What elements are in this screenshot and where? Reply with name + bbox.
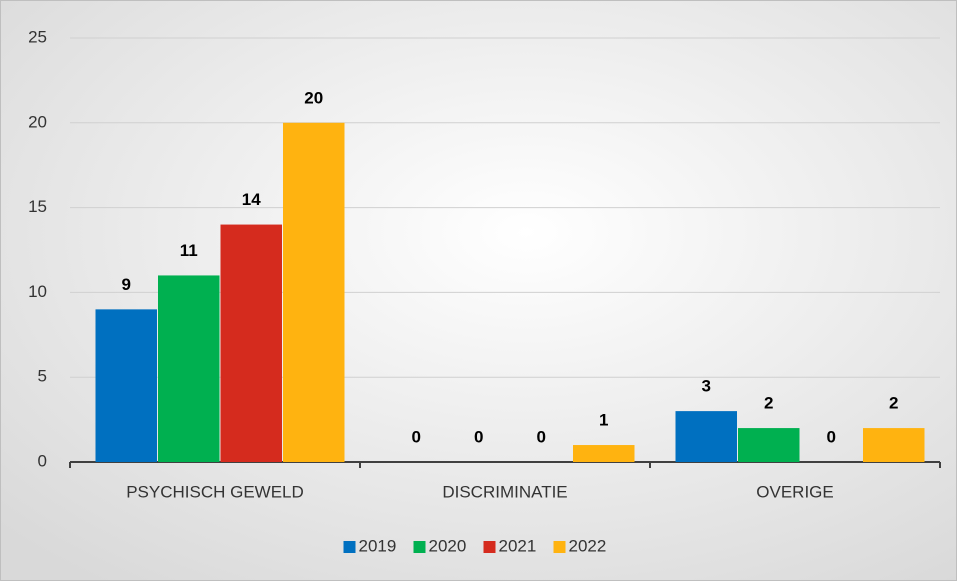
- value-label: 14: [242, 190, 261, 209]
- value-label: 0: [827, 427, 836, 446]
- x-tick-label: PSYCHISCH GEWELD: [126, 482, 304, 501]
- legend-swatch: [343, 541, 356, 553]
- value-label: 0: [537, 427, 546, 446]
- y-tick-label: 0: [38, 451, 47, 470]
- y-tick-label: 25: [28, 27, 47, 46]
- legend-label: 2019: [359, 536, 397, 555]
- bar: [863, 428, 925, 462]
- value-label: 2: [889, 394, 898, 413]
- value-label: 20: [304, 88, 323, 107]
- value-label: 0: [412, 427, 421, 446]
- bar: [158, 275, 220, 462]
- legend-swatch: [483, 541, 496, 553]
- value-label: 3: [702, 377, 711, 396]
- bar: [220, 224, 282, 462]
- legend-label: 2022: [569, 536, 607, 555]
- x-tick-label: OVERIGE: [756, 482, 833, 501]
- value-label: 2: [764, 394, 773, 413]
- legend-label: 2021: [499, 536, 537, 555]
- value-label: 0: [474, 427, 483, 446]
- value-label: 11: [180, 241, 198, 260]
- y-tick-label: 5: [38, 367, 47, 386]
- legend-label: 2020: [429, 536, 467, 555]
- bar: [283, 122, 345, 463]
- bar: [738, 428, 800, 462]
- value-label: 1: [599, 411, 608, 430]
- bar: [573, 445, 635, 462]
- bar: [675, 411, 737, 462]
- y-tick-label: 20: [28, 112, 47, 131]
- value-label: 9: [122, 275, 131, 294]
- legend-swatch: [413, 541, 426, 553]
- legend-swatch: [553, 541, 566, 553]
- x-tick-label: DISCRIMINATIE: [442, 482, 567, 501]
- y-tick-label: 10: [28, 282, 47, 301]
- bar: [95, 309, 157, 462]
- y-tick-label: 15: [28, 197, 47, 216]
